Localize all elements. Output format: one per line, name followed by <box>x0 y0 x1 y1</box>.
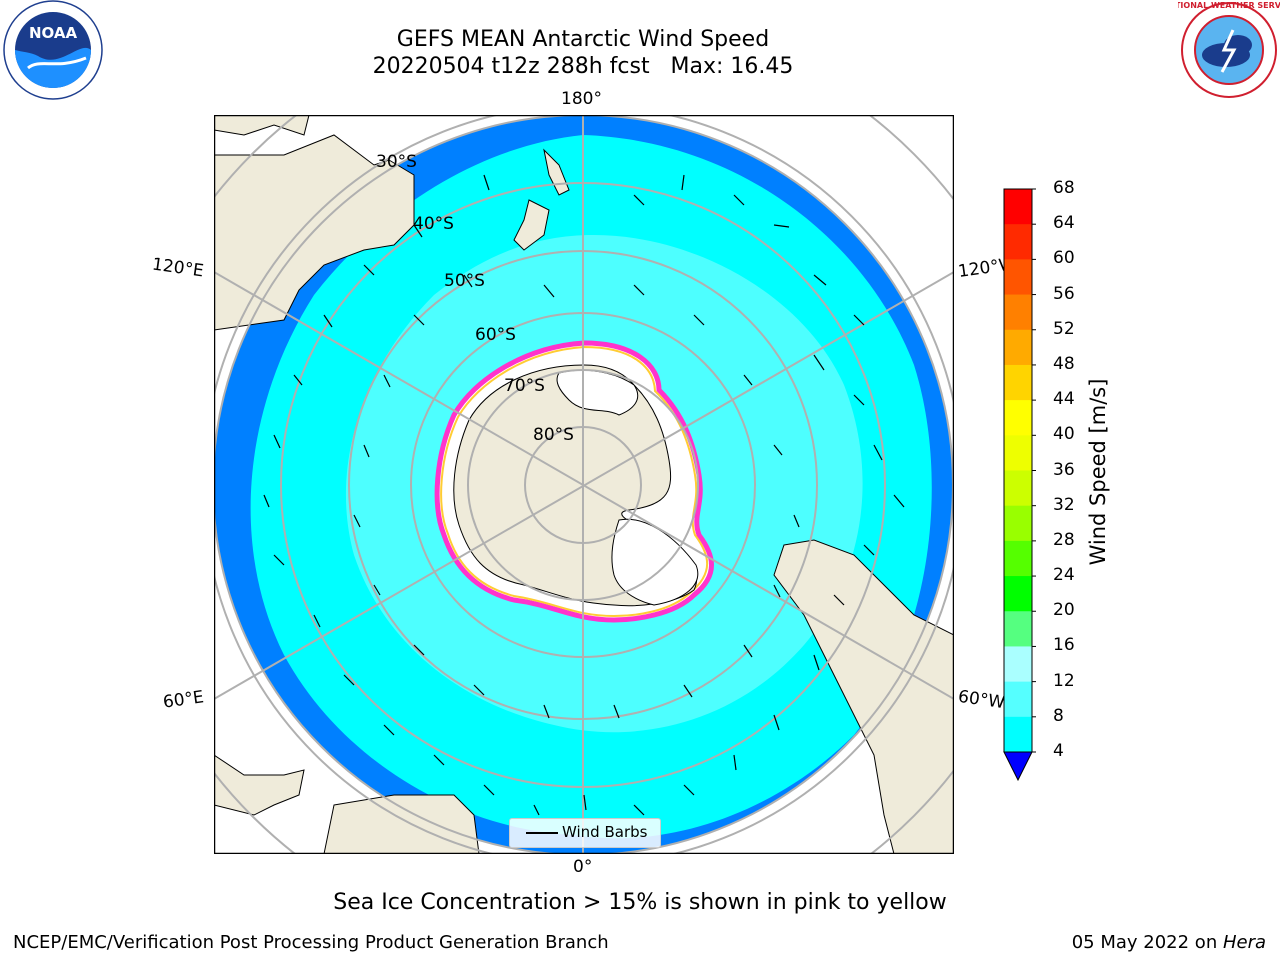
wind-barbs <box>263 174 905 816</box>
colorbar-segment <box>1004 364 1032 401</box>
wind-barb-legend-line <box>526 832 558 834</box>
colorbar-segment <box>1004 540 1032 577</box>
colorbar-tick-label: 48 <box>1053 353 1075 374</box>
antarctic-wind-map <box>214 115 954 854</box>
lat-label-80s: 80°S <box>533 425 574 445</box>
lon-label-60e: 60°E <box>161 687 206 713</box>
sea-ice-note: Sea Ice Concentration > 15% is shown in … <box>333 890 947 915</box>
colorbar-segment <box>1004 224 1032 260</box>
colorbar-segment <box>1004 505 1032 542</box>
lat-label-60s: 60°S <box>475 325 516 345</box>
land-new-zealand <box>513 148 570 251</box>
footer-credit: NCEP/EMC/Verification Post Processing Pr… <box>13 932 609 953</box>
footer-date: 05 May 2022 on Hera <box>1072 932 1266 953</box>
lat-label-70s: 70°S <box>504 376 545 396</box>
colorbar-under-triangle <box>1003 751 1033 782</box>
colorbar-tick-label: 52 <box>1053 318 1075 339</box>
lon-label-120e: 120°E <box>150 254 205 282</box>
colorbar-tick-label: 28 <box>1053 529 1075 550</box>
colorbar-tick-label: 64 <box>1053 213 1075 234</box>
colorbar-segments <box>1004 188 1036 753</box>
chart-subtitle: 20220504 t12z 288h fcst Max: 16.45 <box>372 54 794 79</box>
colorbar-tick-label: 4 <box>1053 741 1064 761</box>
noaa-logo-text: NOAA <box>29 24 78 42</box>
longitude-grid <box>214 115 954 854</box>
colorbar-tick-label: 68 <box>1053 178 1075 198</box>
colorbar-tick-label: 60 <box>1053 248 1075 269</box>
lon-label-60w: 60°W <box>956 686 1007 714</box>
lat-label-50s: 50°S <box>444 271 485 291</box>
colorbar-tick-label: 16 <box>1053 635 1075 656</box>
colorbar-tick-label: 36 <box>1053 459 1075 480</box>
wind-speed-colorbar <box>1003 188 1036 782</box>
footer-host: Hera <box>1222 932 1266 953</box>
colorbar-segment <box>1004 611 1032 647</box>
colorbar-segment <box>1004 435 1032 471</box>
colorbar-tick-label: 44 <box>1053 389 1075 410</box>
footer-date-text: 05 May 2022 on <box>1071 932 1223 953</box>
lat-label-30s: 30°S <box>376 152 417 172</box>
lon-label-0: 0° <box>573 857 593 877</box>
colorbar-tick-label: 12 <box>1053 670 1075 691</box>
nws-logo-text: NATIONAL WEATHER SERVICE <box>1178 1 1280 10</box>
colorbar-segment <box>1004 646 1032 683</box>
noaa-logo: NOAA <box>3 0 103 100</box>
lon-label-180: 180° <box>561 89 602 109</box>
map-legend: Wind Barbs <box>509 818 661 848</box>
lat-label-40s: 40°S <box>413 214 454 234</box>
colorbar-tick-label: 56 <box>1053 283 1075 304</box>
colorbar-tick-label: 20 <box>1053 600 1075 621</box>
colorbar-segment <box>1004 400 1032 436</box>
colorbar-title: Wind Speed [m/s] <box>1086 378 1110 566</box>
colorbar-segment <box>1004 470 1032 507</box>
wind-barb-legend-label: Wind Barbs <box>562 823 648 841</box>
colorbar-segment <box>1004 189 1032 225</box>
colorbar-tick-label: 24 <box>1053 565 1075 586</box>
colorbar-tick-label: 8 <box>1053 705 1064 726</box>
colorbar-segment <box>1004 681 1032 718</box>
colorbar-tick-label: 40 <box>1053 424 1075 445</box>
colorbar-segment <box>1004 294 1032 331</box>
ice-shelf-weddell <box>611 518 699 606</box>
colorbar-segment <box>1004 259 1032 296</box>
colorbar-segment <box>1004 576 1032 612</box>
colorbar-tick-label: 32 <box>1053 494 1075 515</box>
colorbar-segment <box>1004 329 1032 366</box>
chart-title: GEFS MEAN Antarctic Wind Speed <box>396 27 770 52</box>
national-weather-service-logo: NATIONAL WEATHER SERVICE <box>1178 1 1280 98</box>
colorbar-segment <box>1004 716 1032 753</box>
